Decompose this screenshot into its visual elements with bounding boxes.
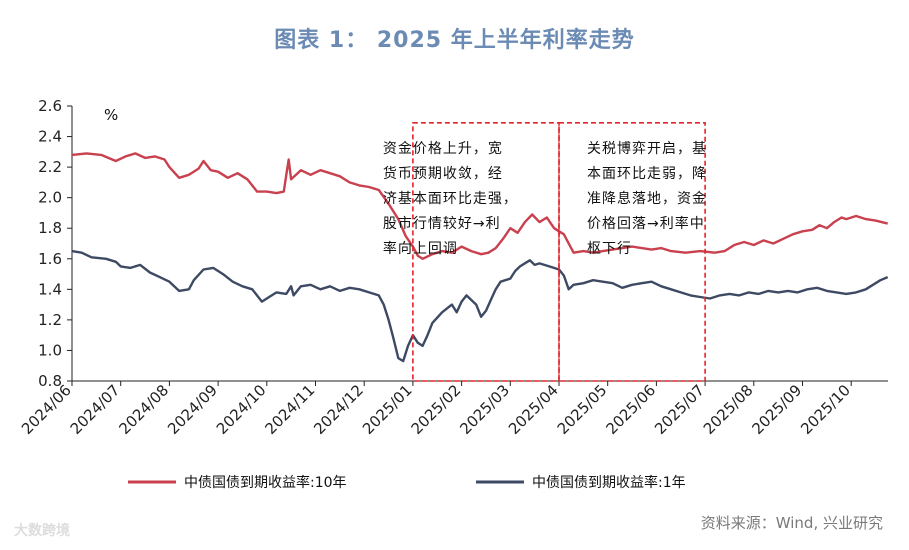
- series-line-1y: [71, 249, 889, 363]
- annotation-box: [412, 122, 560, 382]
- x-tick-label: 2024/09: [164, 381, 221, 438]
- x-tick-label: 2025/08: [700, 381, 757, 438]
- annotation-text-line: 枢下行: [587, 241, 632, 257]
- annotation-text-line: 价格回落→利率中: [587, 215, 705, 232]
- y-unit-label: %: [104, 106, 118, 124]
- y-tick-label: 1.2: [38, 311, 62, 329]
- chart-title: 图表 1： 2025 年上半年利率走势: [274, 28, 635, 53]
- annotation-text-line: 准降息落地，资金: [587, 190, 707, 207]
- x-tick-label: 2025/01: [359, 381, 416, 438]
- source-note: 资料来源：Wind, 兴业研究: [700, 514, 883, 532]
- x-tick-label: 2025/05: [554, 381, 611, 438]
- series-line-10y: [71, 152, 888, 260]
- y-tick-label: 1.4: [38, 280, 62, 298]
- annotation-text-line: 货币预期收敛，经: [383, 165, 503, 182]
- y-tick-label: 0.8: [38, 372, 62, 390]
- x-tick-label: 2025/10: [797, 381, 854, 438]
- x-tick-label: 2025/09: [749, 381, 806, 438]
- x-tick-label: 2025/03: [456, 381, 513, 438]
- x-tick-label: 2024/11: [262, 381, 319, 438]
- x-tick-label: 2025/06: [602, 381, 659, 438]
- series-layer: [71, 152, 889, 363]
- y-tick-label: 1.8: [38, 219, 62, 237]
- annotation-text-line: 率向上回调: [383, 240, 458, 257]
- annotation-text-line: 关税博弈开启，基: [587, 140, 707, 157]
- annotation-text-line: 股市行情较好→利: [383, 215, 501, 232]
- x-tick-label: 2024/08: [115, 381, 172, 438]
- y-tick-label: 1.6: [38, 250, 62, 268]
- annotation-box: [558, 122, 706, 382]
- legend-label: 中债国债到期收益率:10年: [184, 474, 347, 491]
- legend-label: 中债国债到期收益率:1年: [532, 474, 686, 491]
- y-tick-label: 2.6: [38, 97, 62, 115]
- x-tick-label: 2025/04: [505, 381, 562, 438]
- y-tick-label: 1.0: [38, 341, 62, 359]
- y-tick-label: 2.4: [38, 128, 62, 146]
- x-tick-label: 2024/07: [67, 381, 124, 438]
- annotation-text-line: 济基本面环比走强，: [383, 190, 518, 207]
- y-tick-label: 2.2: [38, 158, 62, 176]
- x-tick-label: 2025/07: [651, 381, 708, 438]
- y-tick-label: 2.0: [38, 189, 62, 207]
- x-tick-label: 2025/02: [408, 381, 465, 438]
- annotation-text-line: 资金价格上升，宽: [383, 140, 503, 157]
- legend: 中债国债到期收益率:10年 中债国债到期收益率:1年: [128, 474, 686, 491]
- annotation-text-line: 本面环比走弱，降: [587, 166, 707, 182]
- x-tick-label: 2024/12: [310, 381, 367, 438]
- watermark: 大数跨境: [14, 523, 70, 539]
- x-tick-label: 2024/10: [213, 381, 270, 438]
